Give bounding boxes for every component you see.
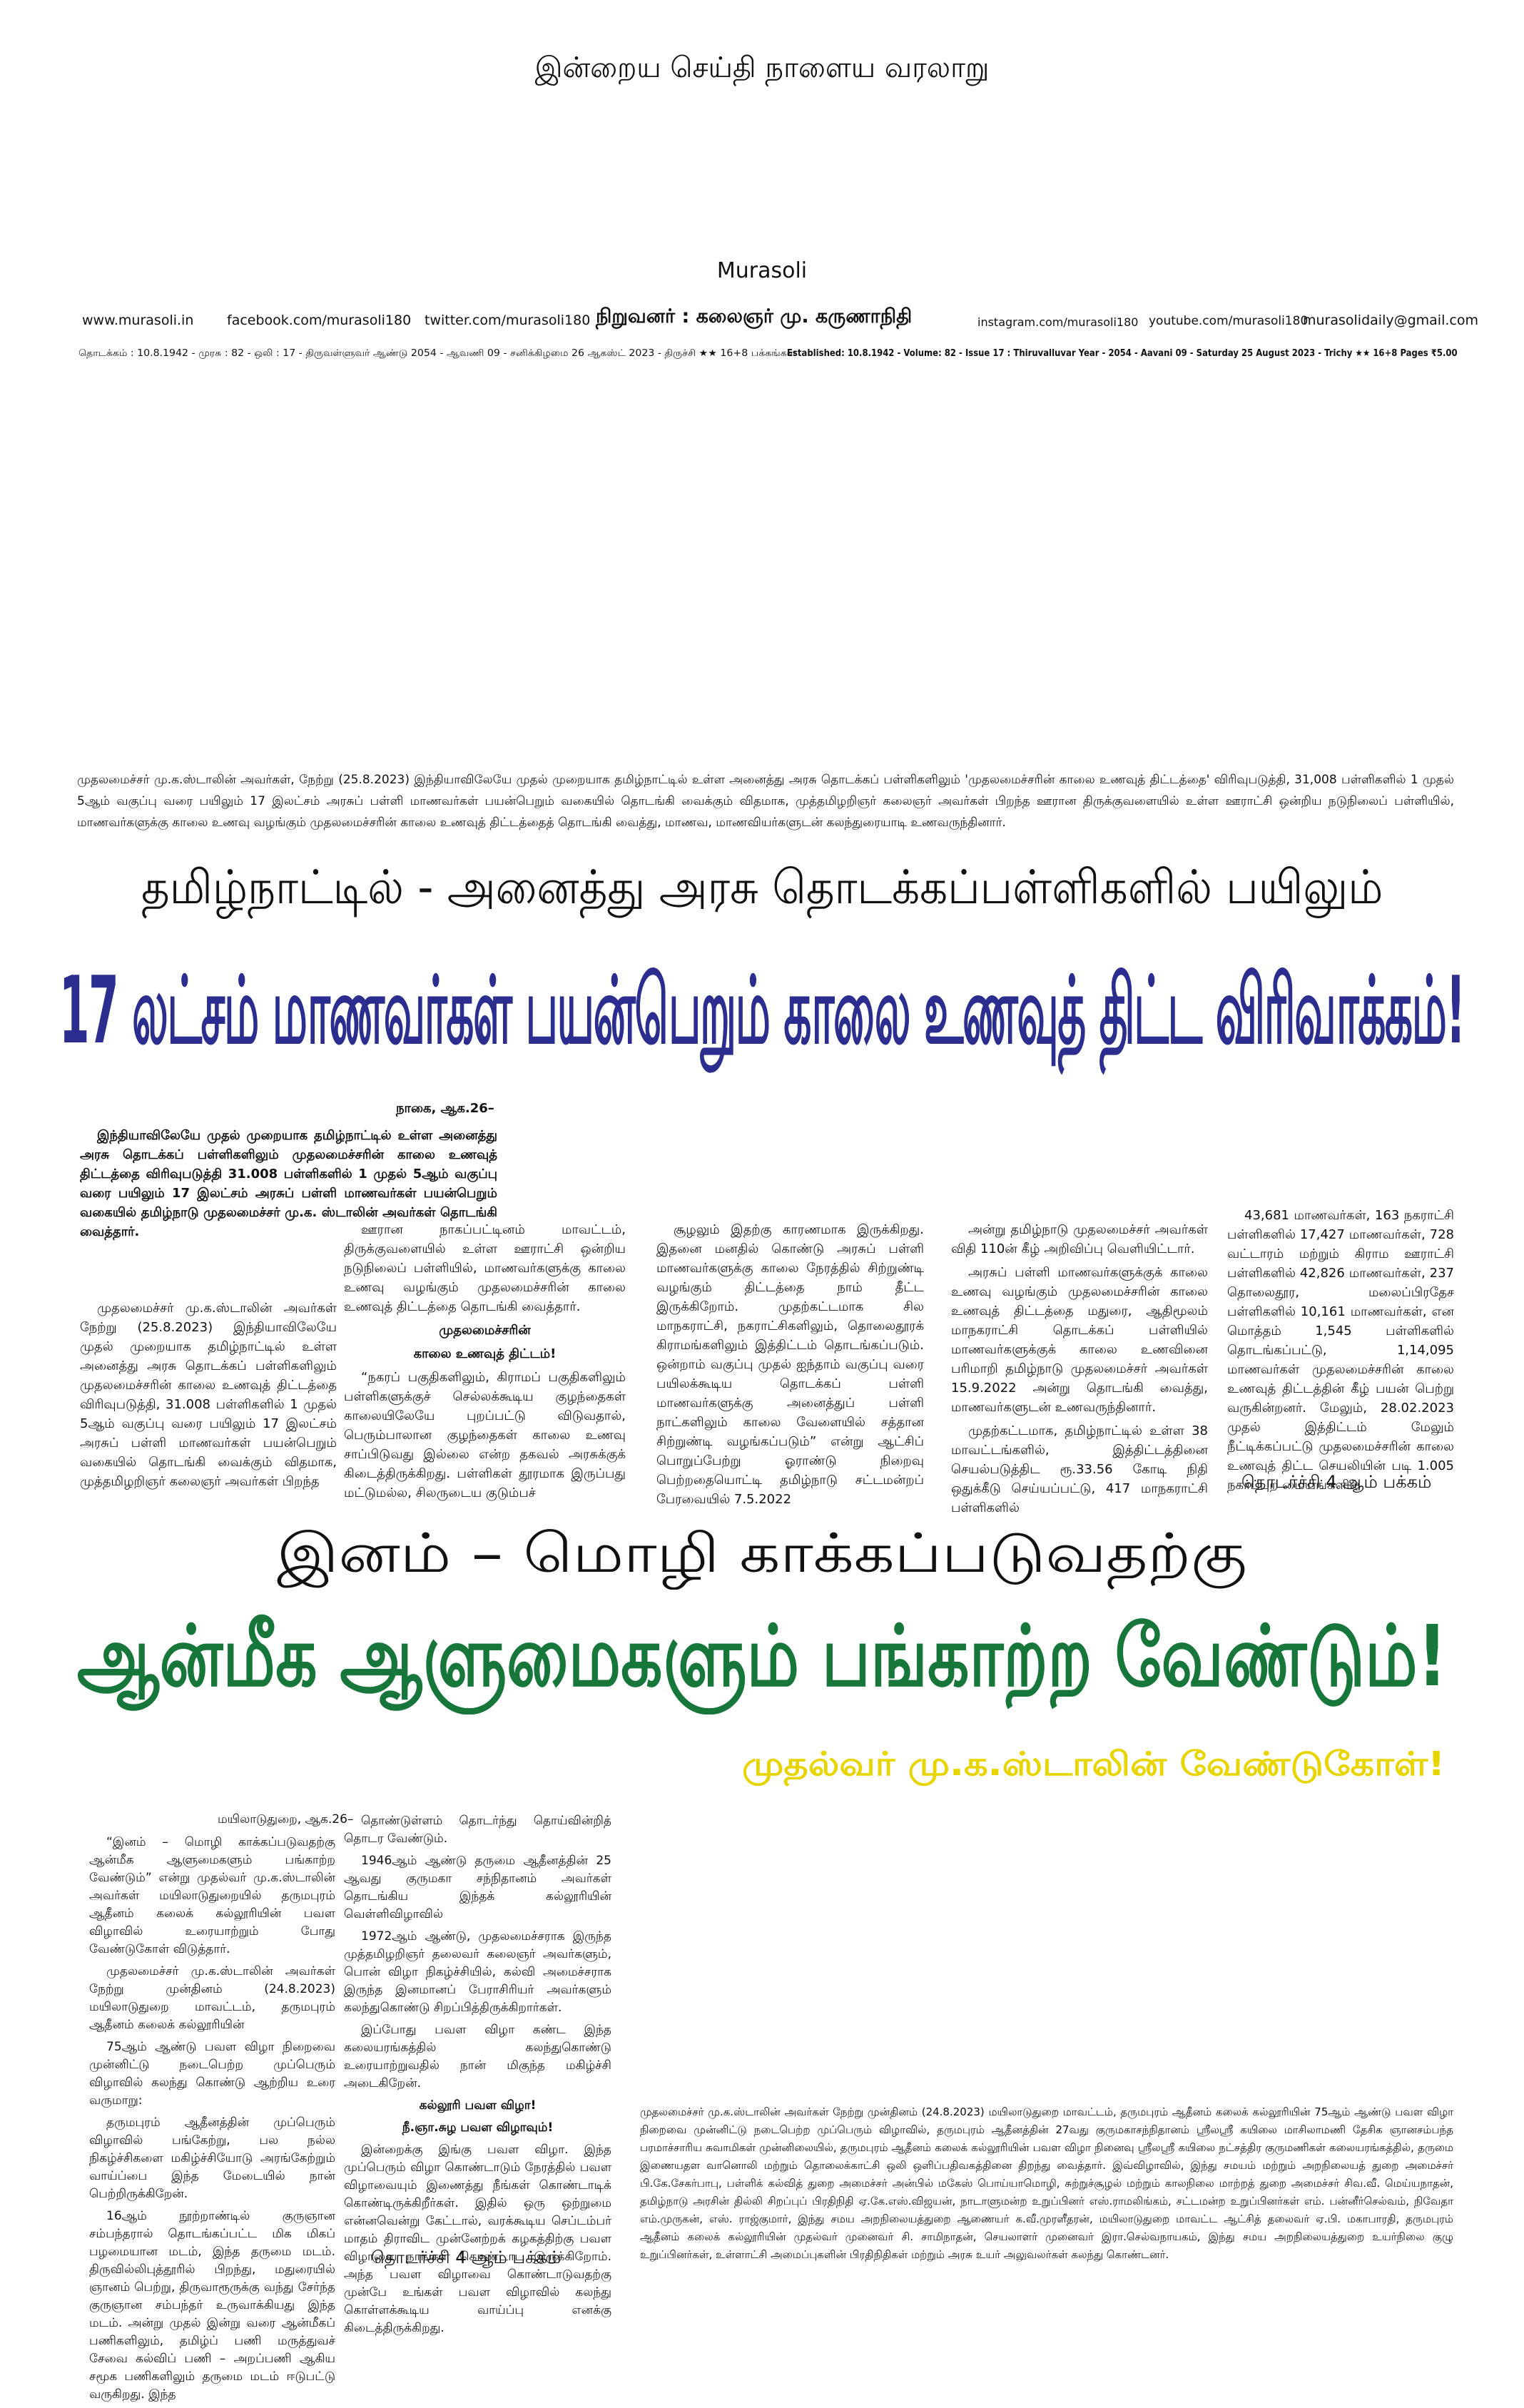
paragraph: அரசுப் பள்ளி மாணவர்களுக்குக் காலை உணவு வ… [951,1265,1208,1415]
column: ஊரான நாகப்பட்டினம் மாவட்டம், திருக்குவளை… [344,1220,626,1507]
paragraph: இன்றைக்கு இங்கு பவள விழா. இந்த முப்பெரும… [344,2143,611,2335]
paragraph: 16ஆம் நூற்றாண்டில் குருஞான சம்பந்தரால் த… [89,2209,335,2402]
headline: ஆன்மீக ஆளுமைகளும் பங்காற்ற வேண்டும்! [77,1607,1448,1705]
link: twitter.com/murasoli180 [425,313,591,328]
column: அன்று தமிழ்நாடு முதலமைச்சர் அவர்கள் விதி… [951,1220,1208,1522]
founder: நிறுவனர் : கலைஞர் மு. கருணாநிதி [596,305,913,327]
subhead: கல்லூரி பவள விழா! [419,2098,537,2113]
paragraph: தொண்டுள்ளம் தொடர்ந்து தொய்வின்றித் தொடர … [344,1814,611,1846]
paragraph: 1946ஆம் ஆண்டு தருமை ஆதீனத்தின் 25 ஆவது க… [344,1854,611,1921]
column: தொண்டுள்ளம் தொடர்ந்து தொய்வின்றித் தொடர … [344,1812,611,2342]
masthead-name: Murasoli [716,258,808,283]
paragraph: 75ஆம் ஆண்டு பவள விழா நிறைவை முன்னிட்டு ந… [89,2040,335,2108]
column: 43,681 மாணவர்கள், 163 நகராட்சி பள்ளிகளில… [1227,1206,1454,1499]
continued: தொடர்ச்சி 4 ஆம் பக்கம் [371,2247,562,2267]
dateline-ta: தொடக்கம் : 10.8.1942 - முரசு : 82 - ஒலி … [78,348,796,359]
dateline: மயிலாடுதுறை, ஆக.26– [218,1812,354,1827]
headline: 17 லட்சம் மாணவர்கள் பயன்பெறும் காலை உணவு… [59,956,1465,1065]
link: facebook.com/murasoli180 [227,313,412,328]
subhead: நீ.ஞா.சுழ பவள விழாவும்! [402,2120,554,2135]
link: murasolidaily@gmail.com [1303,313,1478,328]
paragraph: சூழலும் இதற்கு காரணமாக இருக்கிறது. இதனை … [656,1222,924,1507]
lead: இந்தியாவிலேயே முதல் முறையாக தமிழ்நாட்டில… [80,1126,497,1246]
paragraph: “இனம் – மொழி காக்கப்படுவதற்கு ஆன்மீக ஆளு… [89,1835,335,1956]
subhead: முதல்வர் மு.க.ஸ்டாலின் வேண்டுகோள்! [742,1744,1446,1783]
link: www.murasoli.in [82,313,194,328]
subhead: முதலமைச்சரின் [439,1323,531,1338]
subhead: காலை உணவுத் திட்டம்! [413,1346,557,1361]
kicker: தமிழ்நாட்டில் - அனைத்து அரசு தொடக்கப்பள்… [141,860,1383,915]
link: youtube.com/murasoli180 [1149,314,1309,328]
column: சூழலும் இதற்கு காரணமாக இருக்கிறது. இதனை … [656,1220,924,1513]
paragraph: ஊரான நாகப்பட்டினம் மாவட்டம், திருக்குவளை… [344,1222,626,1314]
paragraph: “நகரப் பகுதிகளிலும், கிராமப் பகுதிகளிலும… [344,1370,626,1500]
column: “இனம் – மொழி காக்கப்படுவதற்கு ஆன்மீக ஆளு… [89,1834,335,2408]
paragraph: 1972ஆம் ஆண்டு, முதலமைச்சராக இருந்த முத்த… [344,1929,611,2015]
paragraph: இப்போது பவள விழா கண்ட இந்த கலையரங்கத்தில… [344,2023,611,2091]
page: இன்றைய செய்தி நாளைய வரலாறு Murasoli www.… [59,51,1478,2402]
kicker: இனம் – மொழி காக்கப்படுவதற்கு [277,1521,1247,1585]
paragraph: அன்று தமிழ்நாடு முதலமைச்சர் அவர்கள் விதி… [951,1222,1208,1256]
slogan: இன்றைய செய்தி நாளைய வரலாறு [534,51,990,84]
lead-text: இந்தியாவிலேயே முதல் முறையாக தமிழ்நாட்டில… [80,1128,497,1239]
paragraph: முதலமைச்சர் மு.க.ஸ்டாலின் அவர்கள் நேற்று… [80,1301,337,1489]
photo-caption: முதலமைச்சர் மு.க.ஸ்டாலின் அவர்கள் நேற்று… [640,2105,1453,2261]
link: instagram.com/murasoli180 [977,315,1139,329]
paragraph: முதற்கட்டமாக, தமிழ்நாட்டில் உள்ள 38 மாவட… [951,1423,1208,1515]
dateline-en: Established: 10.8.1942 - Volume: 82 - Is… [787,348,1458,359]
photo-caption: முதலமைச்சர் மு.க.ஸ்டாலின் அவர்கள், நேற்ற… [77,773,1454,830]
dateline: நாகை, ஆக.26– [396,1101,494,1116]
paragraph: முதலமைச்சர் மு.க.ஸ்டாலின் அவர்கள் நேற்று… [89,1964,335,2032]
continued: தொடர்ச்சி 4 ஆம் பக்கம் [1241,1472,1432,1492]
paragraph: 43,681 மாணவர்கள், 163 நகராட்சி பள்ளிகளில… [1227,1208,1454,1493]
paragraph: தருமபுரம் ஆதீனத்தின் முப்பெரும் விழாவில்… [89,2115,335,2201]
column: முதலமைச்சர் மு.க.ஸ்டாலின் அவர்கள் நேற்று… [80,1299,337,1495]
